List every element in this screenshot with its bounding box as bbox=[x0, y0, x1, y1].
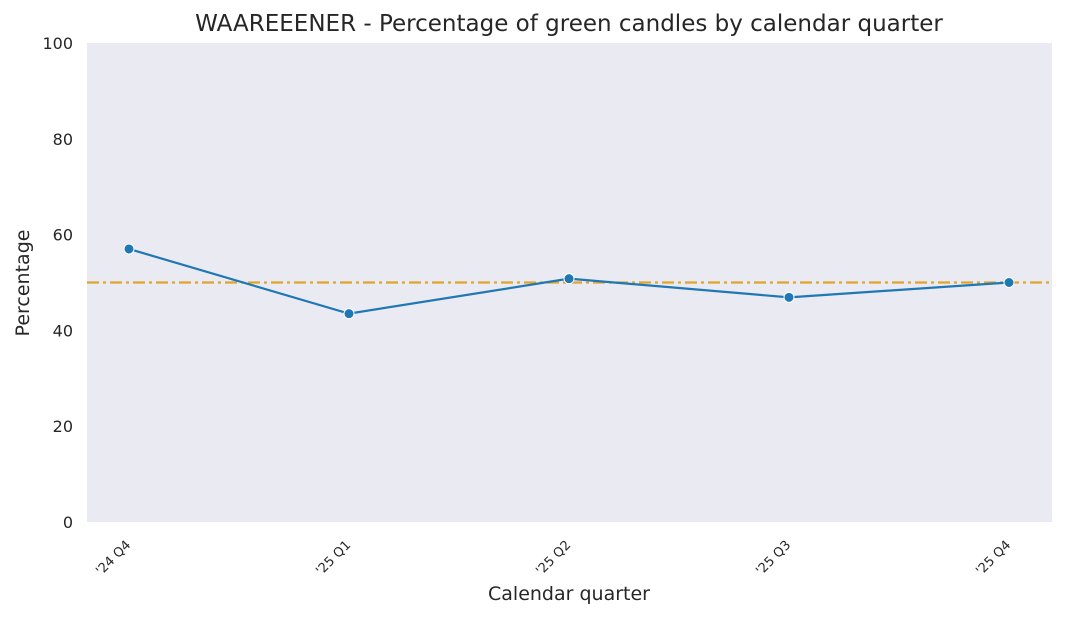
chart-title: WAAREEENER - Percentage of green candles… bbox=[195, 11, 943, 37]
data-point bbox=[563, 273, 575, 285]
data-point bbox=[343, 308, 355, 320]
data-point bbox=[783, 291, 795, 303]
y-tick-label: 40 bbox=[53, 321, 73, 340]
x-tick-label: '25 Q1 bbox=[313, 538, 354, 579]
y-axis-label: Percentage bbox=[12, 230, 34, 337]
data-point bbox=[1003, 277, 1015, 288]
data-point bbox=[123, 243, 135, 255]
y-tick-label: 0 bbox=[63, 513, 73, 532]
x-tick-label: '25 Q3 bbox=[753, 538, 794, 579]
x-axis-label: Calendar quarter bbox=[488, 583, 650, 605]
y-tick-label: 60 bbox=[53, 226, 73, 245]
y-tick-label: 20 bbox=[53, 417, 73, 436]
y-tick-label: 100 bbox=[42, 34, 73, 53]
x-tick-label: '25 Q2 bbox=[533, 538, 574, 579]
x-tick-label: '24 Q4 bbox=[93, 538, 134, 579]
y-tick-label: 80 bbox=[53, 130, 73, 149]
x-tick-label: '25 Q4 bbox=[973, 538, 1014, 579]
